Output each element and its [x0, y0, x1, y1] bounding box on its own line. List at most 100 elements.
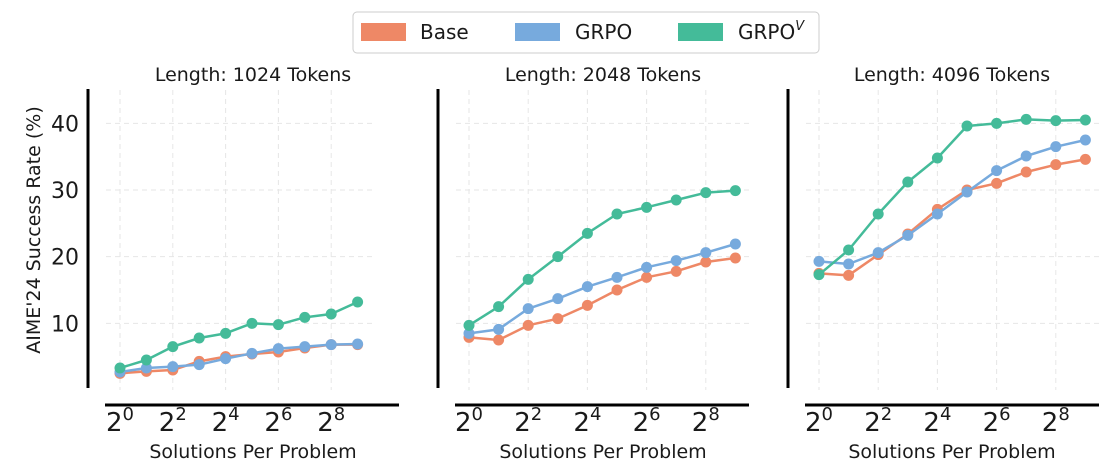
series-line	[119, 343, 358, 375]
series-line	[119, 300, 359, 370]
data-point	[729, 238, 741, 250]
data-point	[1050, 115, 1062, 127]
data-point	[961, 186, 973, 198]
series-line	[468, 256, 736, 342]
series-line	[468, 242, 736, 335]
data-point	[1079, 134, 1091, 146]
data-point	[700, 256, 712, 268]
x-tick-label: 24	[212, 404, 240, 438]
data-point	[581, 299, 593, 311]
data-point	[641, 201, 653, 213]
data-point	[352, 338, 364, 350]
data-point	[325, 339, 337, 351]
x-tick-label: 28	[692, 404, 720, 438]
x-axis-label: Solutions Per Problem	[848, 441, 1055, 463]
data-point	[729, 252, 741, 264]
data-point	[872, 247, 884, 259]
x-axis-label: Solutions Per Problem	[499, 441, 706, 463]
data-point	[140, 362, 152, 374]
data-point	[700, 187, 712, 199]
data-point	[991, 177, 1003, 189]
data-point	[902, 229, 914, 241]
series-grpo	[813, 134, 1091, 270]
data-point	[220, 353, 232, 365]
data-point	[522, 273, 534, 285]
y-tick-label: 30	[51, 179, 79, 204]
data-point	[167, 361, 179, 373]
data-point	[246, 317, 258, 329]
x-tick-label: 26	[983, 404, 1011, 438]
x-tick-label: 20	[455, 404, 483, 438]
series-line	[468, 189, 736, 327]
legend-swatch-1	[515, 23, 560, 41]
data-point	[843, 244, 855, 256]
data-point	[670, 255, 682, 267]
data-point	[931, 152, 943, 164]
data-point	[581, 281, 593, 293]
data-point	[299, 311, 311, 323]
legend: Base GRPO GRPOV	[352, 11, 820, 54]
y-tick-label: 20	[51, 246, 79, 271]
data-point	[193, 359, 205, 371]
data-point	[325, 308, 337, 320]
data-point	[493, 334, 505, 346]
data-point	[700, 247, 712, 259]
x-tick-label: 26	[633, 404, 661, 438]
series-line	[818, 118, 1086, 276]
panel-title: Length: 2048 Tokens	[505, 64, 701, 86]
y-axis-label: AIME'24 Success Rate (%)	[23, 106, 45, 353]
data-point	[552, 313, 564, 325]
legend-label-1: GRPO	[575, 20, 632, 44]
data-point	[463, 327, 475, 339]
data-point	[220, 327, 232, 339]
panel-title: Length: 4096 Tokens	[854, 64, 1050, 86]
data-point	[493, 301, 505, 313]
data-point	[902, 176, 914, 188]
data-point	[114, 362, 126, 374]
data-point	[813, 269, 825, 281]
data-point	[641, 261, 653, 273]
data-point	[552, 293, 564, 305]
data-point	[272, 343, 284, 355]
data-point	[611, 271, 623, 283]
x-tick-label: 24	[923, 404, 951, 438]
data-point	[729, 185, 741, 197]
data-point	[352, 296, 364, 308]
data-point	[1050, 159, 1062, 171]
data-point	[522, 303, 534, 315]
series-grpov	[813, 113, 1091, 281]
data-point	[581, 227, 593, 239]
x-axis-label: Solutions Per Problem	[149, 441, 356, 463]
data-point	[522, 319, 534, 331]
data-point	[843, 269, 855, 281]
data-point	[670, 265, 682, 277]
data-point	[961, 120, 973, 132]
series-grpov	[463, 185, 741, 331]
series-grpo	[114, 338, 364, 378]
legend-swatch-2	[678, 23, 723, 41]
legend-label-superscript-2: V	[795, 19, 805, 34]
data-point	[611, 284, 623, 296]
data-point	[931, 208, 943, 220]
x-tick-label: 24	[573, 404, 601, 438]
data-point	[1020, 113, 1032, 125]
data-point	[1020, 150, 1032, 162]
data-point	[872, 208, 884, 220]
series-line	[119, 342, 358, 374]
data-point	[611, 208, 623, 220]
series-base	[463, 252, 741, 346]
series-grpo	[463, 238, 741, 339]
data-point	[272, 319, 284, 331]
legend-swatch-0	[361, 23, 406, 41]
data-point	[813, 255, 825, 267]
data-point	[493, 323, 505, 335]
legend-label-2: GRPOV	[738, 19, 805, 44]
y-tick-label: 40	[51, 112, 79, 137]
data-point	[1079, 114, 1091, 126]
data-point	[140, 354, 152, 366]
x-tick-label: 26	[264, 404, 292, 438]
chart-panel-0: Length: 1024 Tokens Solutions Per Problem…	[51, 64, 399, 463]
data-point	[991, 165, 1003, 177]
x-tick-label: 20	[106, 404, 134, 438]
panel-title: Length: 1024 Tokens	[155, 64, 351, 86]
